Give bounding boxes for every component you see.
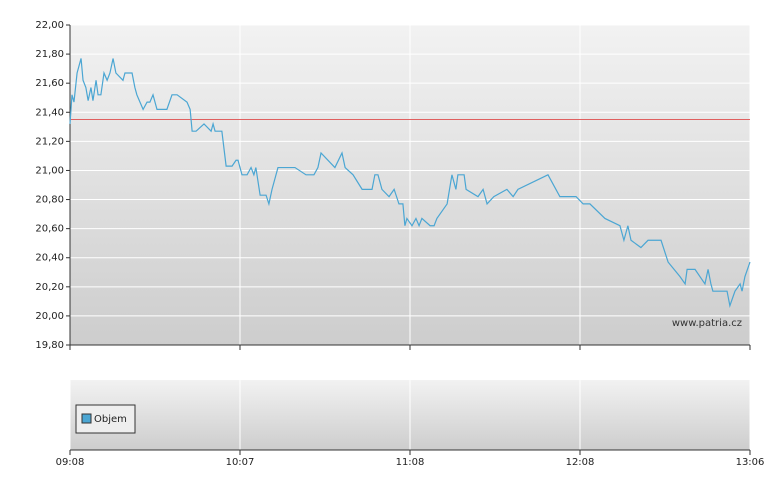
y-tick-label: 21,80 [35,49,64,60]
x-tick-label: 10:07 [226,457,255,468]
y-tick-label: 20,20 [35,282,64,293]
x-tick-label: 09:08 [56,457,85,468]
y-tick-label: 20,80 [35,195,64,206]
y-tick-label: 19,80 [35,340,64,351]
legend-label: Objem [94,414,127,425]
y-tick-label: 22,00 [35,20,64,31]
y-tick-label: 21,00 [35,165,64,176]
watermark: www.patria.cz [672,318,742,329]
y-tick-label: 21,40 [35,107,64,118]
y-tick-label: 20,40 [35,253,64,264]
y-tick-label: 21,60 [35,78,64,89]
y-tick-label: 20,00 [35,311,64,322]
y-tick-label: 20,60 [35,224,64,235]
x-tick-label: 12:08 [566,457,595,468]
price-line [69,58,751,309]
x-tick-label: 11:08 [396,457,425,468]
y-tick-label: 21,20 [35,136,64,147]
legend-swatch [81,413,92,424]
x-tick-label: 13:06 [736,457,765,468]
